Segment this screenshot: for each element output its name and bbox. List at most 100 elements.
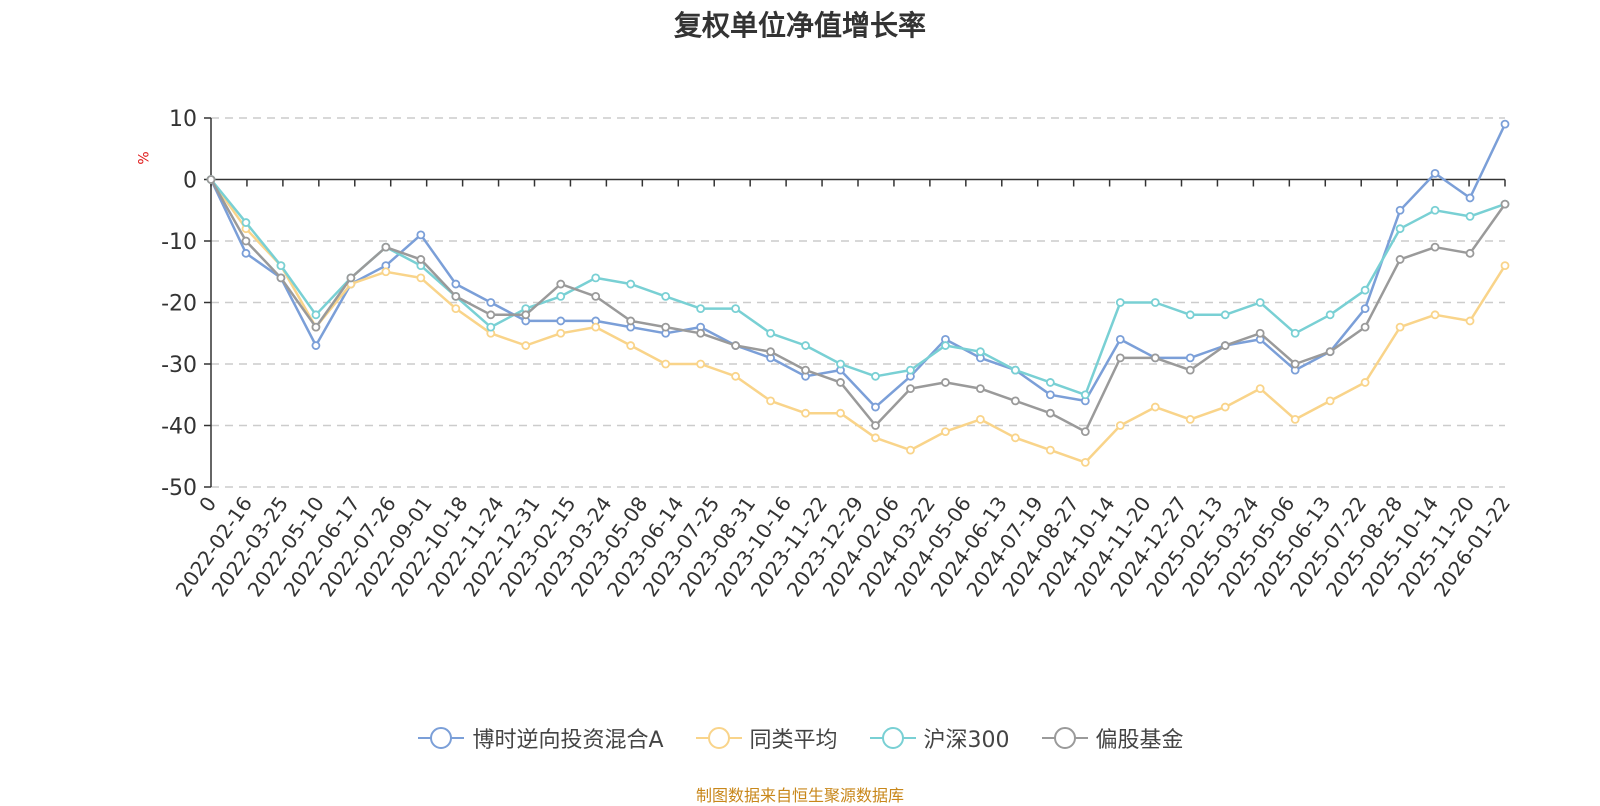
data-point [1360,304,1370,314]
data-point [941,427,950,437]
legend-marker-icon [1041,727,1088,749]
data-point [1465,211,1475,221]
series-line [209,178,1507,464]
data-point [1115,353,1125,363]
chart-legend: 博时逆向投资混合A 同类平均 沪深300 偏股基金 [0,722,1600,754]
data-point [521,341,531,350]
data-point [836,359,845,369]
data-point [1220,310,1230,320]
series-1 [206,119,1510,412]
legend-label: 同类平均 [749,728,838,753]
data-point [241,218,251,227]
data-point [381,242,391,252]
data-point [1465,193,1475,203]
data-point [1080,457,1090,467]
data-point [801,341,810,350]
data-point [871,402,880,412]
data-point [1430,310,1440,320]
data-point [1255,328,1265,338]
data-point [1500,199,1510,209]
data-point [206,175,216,184]
data-point [416,230,426,240]
data-point [311,341,321,350]
data-point [801,408,810,418]
data-point [1325,396,1335,406]
data-point [731,304,740,314]
data-point [1255,384,1265,394]
legend-item[interactable]: 偏股基金 [1040,722,1184,754]
data-point [906,365,915,375]
data-point [1150,402,1160,412]
data-point [1115,421,1125,430]
data-point [1395,205,1405,215]
data-point [241,236,251,246]
data-point [1395,322,1405,332]
data-point [276,273,286,283]
data-source-note: 制图数据来自恒生聚源数据库 [695,786,904,805]
data-point [1045,390,1055,400]
data-point [1220,341,1230,350]
data-point [241,248,251,258]
data-point [1325,310,1335,320]
y-tick-label: 0 [183,169,197,194]
data-point [1150,353,1160,363]
data-point [1045,378,1055,387]
data-point [1465,316,1475,326]
series-line [209,178,1507,433]
y-tick-label: -30 [161,353,197,378]
data-point [1395,224,1405,234]
data-point [1185,353,1195,363]
data-point [1010,433,1020,443]
data-point [556,279,566,289]
data-point [1500,261,1510,271]
series-group [206,119,1510,467]
grid-lines [211,117,1505,488]
data-point [906,384,915,394]
data-point [626,341,636,350]
data-point [451,304,461,314]
data-point [1325,347,1335,357]
data-point [1360,322,1370,332]
data-point [1080,427,1090,437]
data-point [1360,378,1370,387]
y-axis-ticks: 10 0 -10 -20 -30 -40 -50 [161,107,211,501]
data-point [486,298,496,307]
data-point [976,384,985,394]
data-point [801,365,810,375]
legend-marker-icon [418,727,465,749]
data-point [871,433,880,443]
data-point [1395,255,1405,264]
data-point [976,347,985,357]
legend-item[interactable]: 沪深300 [868,722,1010,754]
data-point [661,291,671,301]
data-point [1185,310,1195,320]
data-point [1290,359,1300,369]
data-point [871,421,880,430]
data-point [661,359,671,369]
data-point [1430,205,1440,215]
data-point [1115,298,1125,307]
data-point [906,445,915,455]
y-tick-label: -50 [161,476,197,501]
data-point [1150,298,1160,307]
data-point [766,328,775,338]
legend-item[interactable]: 博时逆向投资混合A [416,722,664,754]
data-point [626,316,636,326]
data-point [381,267,391,277]
series-3 [206,175,1510,400]
data-point [941,378,950,387]
data-point [1115,334,1125,344]
data-point [486,310,496,320]
data-point [871,371,880,381]
data-point [731,371,740,381]
data-point [451,291,461,301]
legend-item[interactable]: 同类平均 [694,722,838,754]
data-point [556,328,566,338]
x-axis-ticks: 02022-02-162022-03-252022-05-102022-06-1… [171,179,1515,601]
series-2 [206,175,1510,467]
data-point [556,291,566,301]
y-tick-label: -40 [161,415,197,440]
data-point [346,273,356,283]
data-point [1465,248,1475,258]
y-tick-label: 10 [169,107,197,132]
